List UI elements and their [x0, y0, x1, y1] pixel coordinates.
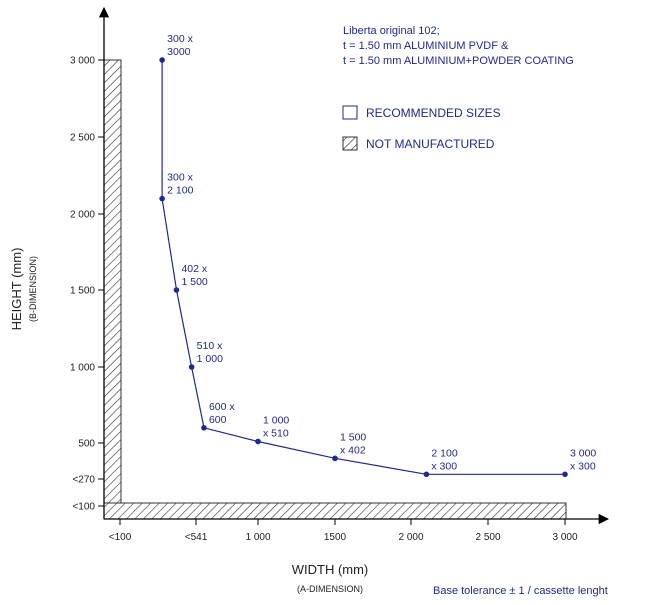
data-label: 2 100 [431, 447, 457, 459]
y-ticks: <100 <270 500 1 000 1 500 2 000 2 500 3 000 [70, 56, 104, 513]
info-block: Liberta original 102; t = 1.50 mm ALUMIN… [343, 25, 574, 67]
y-tick-label: 1 500 [70, 286, 95, 297]
legend: RECOMMENDED SIZES NOT MANUFACTURED [342, 105, 501, 151]
data-label: 2 100 [167, 185, 193, 197]
data-label: 1 000 [263, 414, 289, 426]
legend-label-recommended: RECOMMENDED SIZES [366, 106, 501, 120]
data-label: 1 000 [197, 353, 223, 365]
x-tick-label: 1500 [324, 532, 347, 543]
x-tick-label: <100 [109, 532, 132, 543]
not-manufactured-vertical-band [103, 59, 122, 520]
y-tick-label: 3 000 [70, 56, 95, 67]
y-tick-label: <270 [72, 475, 95, 486]
data-label: 600 [209, 414, 227, 426]
legend-swatch-not-manufactured [342, 136, 358, 151]
data-label: 300 x [167, 172, 193, 184]
y-axis-title: HEIGHT (mm) [9, 248, 24, 331]
x-tick-label: 3 000 [552, 532, 577, 543]
data-label: x 300 [431, 460, 457, 472]
not-manufactured-horizontal-band [103, 502, 567, 520]
data-label: 1 500 [340, 431, 366, 443]
y-tick-label: 2 500 [70, 133, 95, 144]
data-point [173, 287, 180, 293]
data-point [423, 471, 430, 478]
legend-swatch-recommended [342, 105, 358, 120]
data-label: x 300 [570, 460, 596, 472]
data-label: x 510 [263, 427, 289, 439]
y-tick-label: <100 [72, 502, 95, 513]
data-point [188, 364, 195, 370]
data-label: 402 x [181, 263, 207, 275]
data-point [332, 455, 338, 462]
data-label: 1 500 [181, 276, 207, 288]
x-ticks: <100 <541 1 000 1500 2 000 2 500 3 000 [109, 519, 578, 543]
data-point [159, 195, 165, 202]
y-axis-subtitle: (B-DIMENSION) [28, 256, 38, 322]
data-point [562, 471, 568, 478]
x-tick-label: 2 000 [398, 532, 423, 543]
data-point [159, 57, 165, 63]
data-label: 510 x [197, 340, 223, 352]
y-tick-label: 2 000 [70, 210, 95, 221]
footnote: Base tolerance ± 1 / cassette lenght [433, 585, 608, 597]
data-label: 3 000 [570, 447, 596, 459]
data-label: 3000 [167, 46, 191, 58]
info-line: t = 1.50 mm ALUMINIUM+POWDER COATING [343, 55, 574, 67]
data-label: 300 x [167, 33, 193, 45]
data-point [201, 425, 207, 431]
info-line: t = 1.50 mm ALUMINIUM PVDF & [343, 40, 509, 52]
x-axis-title: WIDTH (mm) [292, 562, 369, 577]
x-axis-subtitle: (A-DIMENSION) [297, 584, 363, 594]
legend-label-not-manufactured: NOT MANUFACTURED [366, 137, 495, 151]
data-point [255, 438, 261, 445]
info-line: Liberta original 102; [343, 25, 440, 37]
y-tick-label: 1 000 [70, 363, 95, 374]
data-label: x 402 [340, 444, 366, 456]
x-tick-label: 2 500 [475, 532, 500, 543]
y-tick-label: 500 [78, 439, 95, 450]
data-label: 600 x [209, 401, 235, 413]
x-tick-label: 1 000 [245, 532, 270, 543]
x-tick-label: <541 [185, 532, 208, 543]
